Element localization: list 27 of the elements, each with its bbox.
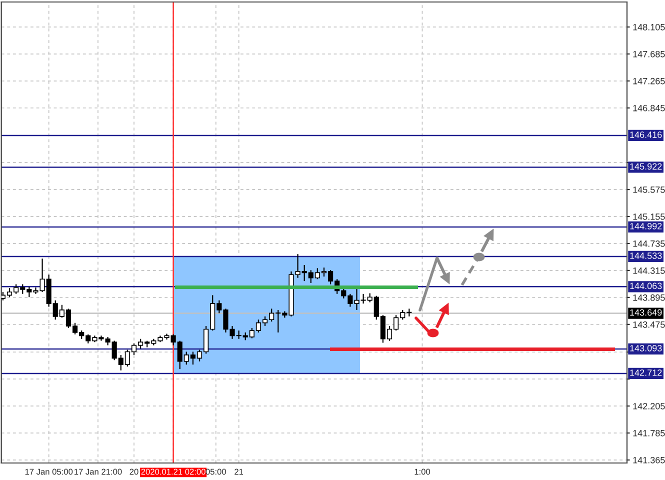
y-tick-label: 141.365 [633,456,665,464]
x-tick-label: 2020.01.21 02:00 [141,468,206,475]
x-tick-label: 20 [130,468,138,475]
x-tick-label: 21 [234,468,244,475]
x-tick-label: 1:00 [414,468,430,475]
y-tick-label: 143.475 [633,321,665,328]
y-tick-label: 147.685 [633,50,665,58]
ref-line-label: 142.712 [630,369,662,376]
ref-line-label: 143.649 [630,309,662,316]
ref-line-label: 144.533 [630,252,662,259]
y-tick-label: 144.735 [633,240,665,247]
ref-line-label: 146.416 [630,132,662,138]
ref-line-label: 144.063 [630,282,662,290]
y-tick-label: 148.105 [633,24,665,30]
x-tick-label: 17 Jan 21:00 [74,468,122,475]
y-tick-label: 147.265 [633,78,665,84]
y-tick-label: 142.205 [633,402,665,410]
y-tick-label: 146.845 [633,104,665,112]
x-tick-label: 17 Jan 05:00 [25,468,73,475]
y-tick-label: 141.785 [633,430,665,436]
ref-line-label: 144.992 [630,223,662,230]
y-tick-label: 143.895 [633,294,665,301]
y-tick-label: 145.575 [633,186,665,193]
y-tick-label: 144.315 [633,267,665,274]
ref-line-label: 143.093 [630,345,662,352]
ref-line-label: 145.922 [630,163,662,170]
y-tick-label: 145.155 [633,214,665,220]
